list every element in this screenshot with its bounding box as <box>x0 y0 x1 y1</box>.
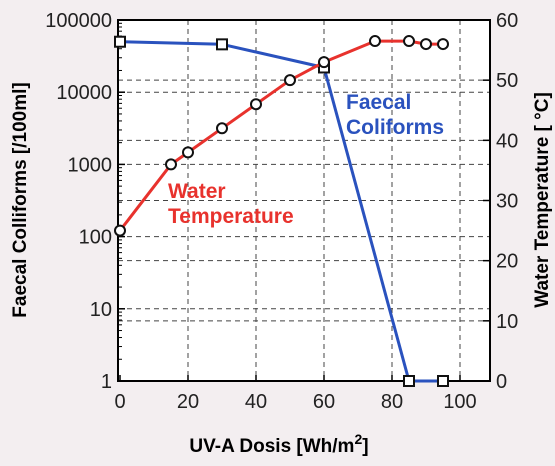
x-tick-label: 20 <box>177 391 199 413</box>
x-axis-title-main: UV-A Dosis [Wh/m <box>189 436 354 457</box>
data-point-water-temperature <box>403 35 415 48</box>
y-left-axis-title: Faecal Colliforms [/100ml] <box>10 82 31 317</box>
y-left-tick-label: 1000 <box>68 154 113 176</box>
data-point-water-temperature <box>318 56 330 69</box>
y-right-tick-label: 40 <box>496 130 518 152</box>
data-point-water-temperature <box>165 158 177 171</box>
y-right-tick-label: 60 <box>496 10 518 32</box>
annotation-faecal-line-2: Coliforms <box>346 116 444 139</box>
annotation-faecal-coliforms: Faecal Coliforms <box>346 91 444 139</box>
annotation-faecal-line-1: Faecal <box>346 91 411 114</box>
y-right-tick-label: 0 <box>496 371 507 393</box>
data-point-water-temperature <box>420 38 432 51</box>
annotation-water-temperature: Water Temperature <box>168 180 294 228</box>
x-tick-label: 60 <box>313 391 335 413</box>
data-point-water-temperature <box>182 146 194 159</box>
annotation-water-line-2: Temperature <box>168 205 294 228</box>
data-point-water-temperature <box>216 122 228 135</box>
annotation-water-line-1: Water <box>168 180 226 203</box>
data-point-faecal-coliforms <box>114 35 126 48</box>
axis-ticks: 0 20 40 60 80 100 1 10 100 1000 10000 100000 0 10 20 30… <box>45 10 518 413</box>
x-tick-label: 100 <box>443 391 476 413</box>
y-left-tick-label: 10 <box>90 299 112 321</box>
y-right-tick-label: 10 <box>496 311 518 333</box>
x-axis-title: UV-A Dosis [Wh/m2] <box>189 431 368 457</box>
x-tick-label: 0 <box>114 391 125 413</box>
x-axis-title-close: ] <box>362 436 368 457</box>
data-point-faecal-coliforms <box>403 375 415 387</box>
y-left-tick-label: 100 <box>79 227 112 249</box>
data-point-water-temperature <box>114 224 126 237</box>
data-point-faecal-coliforms <box>216 38 228 51</box>
data-point-water-temperature <box>437 38 449 51</box>
y-right-tick-label: 50 <box>496 70 518 92</box>
data-point-water-temperature <box>369 35 381 48</box>
y-left-tick-label: 10000 <box>56 82 112 104</box>
series-layer <box>114 35 449 387</box>
x-axis-title-superscript: 2 <box>354 431 362 447</box>
y-right-axis-title: Water Temperature [ °C] <box>532 92 553 308</box>
y-left-tick-label: 1 <box>101 371 112 393</box>
data-point-water-temperature <box>250 98 262 111</box>
y-left-tick-label: 100000 <box>45 10 112 32</box>
y-right-tick-label: 30 <box>496 191 518 213</box>
y-right-tick-label: 20 <box>496 251 518 273</box>
data-point-water-temperature <box>284 74 296 87</box>
x-tick-label: 80 <box>381 391 403 413</box>
x-tick-label: 40 <box>245 391 267 413</box>
data-point-faecal-coliforms <box>437 375 449 387</box>
